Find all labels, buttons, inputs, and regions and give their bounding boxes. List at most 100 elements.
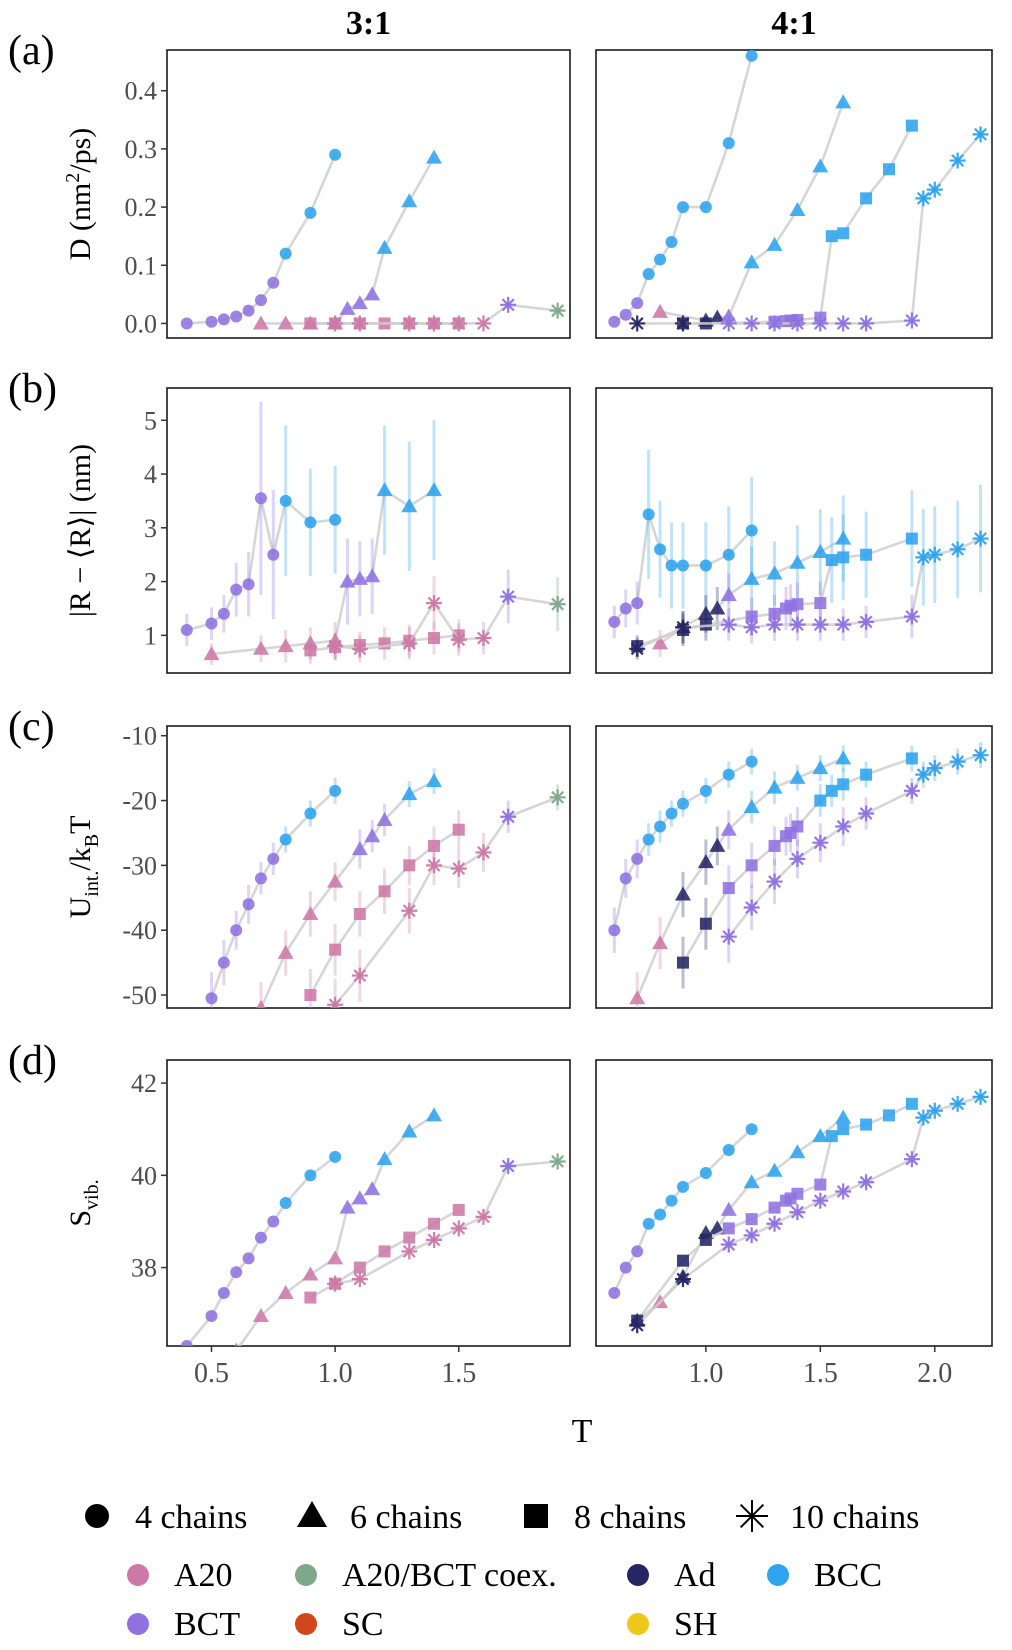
data-point (376, 482, 393, 497)
data-point (789, 1144, 806, 1159)
data-point (674, 315, 691, 332)
data-point-stroke (916, 191, 930, 205)
data-point-stroke (501, 1159, 515, 1173)
data-point (277, 638, 294, 653)
data-point (882, 163, 895, 176)
data-point (697, 605, 714, 620)
series-10-chains (327, 569, 566, 663)
data-point (351, 640, 368, 657)
data-point (835, 530, 852, 545)
data-point (699, 1167, 712, 1180)
data-point (903, 312, 920, 329)
legend-phase-item: A20/BCT coex. (295, 1557, 557, 1594)
data-point (837, 227, 850, 240)
data-point (722, 548, 735, 561)
data-point-stroke (916, 768, 930, 782)
data-point (426, 773, 443, 788)
data-point-stroke (836, 618, 850, 632)
series-6-chains (652, 495, 852, 657)
data-point (699, 784, 712, 797)
data-point (376, 1151, 393, 1166)
y-axis-title-part: B (81, 834, 103, 847)
data-point (475, 844, 492, 861)
data-point (279, 1197, 292, 1209)
data-point (217, 1286, 230, 1299)
y-tick-label: 3 (144, 514, 157, 543)
data-point (426, 149, 443, 164)
data-point (812, 616, 829, 633)
panel-frame (595, 49, 993, 339)
series-10-chains (629, 126, 989, 332)
data-point (267, 1215, 280, 1228)
legend-phase-swatch (295, 1613, 317, 1635)
data-point (791, 598, 804, 611)
data-point (452, 1203, 465, 1216)
legend-phase-item: SC (295, 1606, 384, 1643)
data-point (428, 839, 441, 852)
data-point-stroke (813, 836, 827, 850)
data-point (768, 839, 781, 852)
data-point (252, 315, 269, 330)
legend-phase-item: SH (627, 1606, 717, 1643)
data-point (629, 640, 646, 657)
y-axis-title: Uint./kBT (64, 816, 103, 919)
data-point (903, 1151, 920, 1168)
x-tick-label: 1.5 (441, 1358, 476, 1389)
data-point (860, 192, 873, 205)
data-point-stroke (859, 1175, 873, 1189)
data-point (339, 573, 356, 588)
data-point (720, 928, 737, 945)
data-point-stroke (501, 590, 515, 604)
data-point (267, 548, 280, 561)
data-point (205, 617, 218, 630)
data-point (720, 616, 737, 633)
data-point (252, 640, 269, 655)
column-title-3-1: 3:1 (346, 5, 391, 42)
data-point (327, 996, 344, 1008)
data-point-stroke (477, 845, 490, 859)
series-10-chains (720, 742, 989, 963)
series-4-chains (608, 50, 758, 328)
panel-label: (a) (8, 28, 55, 74)
data-point (835, 616, 852, 633)
series-line (185, 1155, 336, 1346)
data-point (304, 317, 317, 330)
panel-label: (d) (8, 1038, 57, 1084)
data-point (665, 1194, 678, 1207)
data-point (860, 548, 873, 561)
data-point (353, 908, 366, 920)
data-point (642, 833, 655, 846)
data-point (858, 1174, 875, 1191)
data-point-stroke (551, 304, 565, 318)
legend: 4 chains 6 chains 8 chains 10 chains A20 A20/… (85, 1499, 919, 1643)
data-point (722, 1222, 735, 1235)
data-point (791, 1187, 804, 1200)
data-point (329, 943, 342, 956)
series-line (659, 101, 845, 322)
legend-shape-item: 8 chains (524, 1499, 686, 1536)
data-point (619, 1261, 632, 1274)
data-point-stroke (974, 127, 987, 141)
legend-phase-label: SC (342, 1606, 384, 1643)
data-point-stroke (790, 317, 804, 330)
data-point (252, 1308, 269, 1323)
data-point (304, 1169, 317, 1182)
data-point-stroke (452, 633, 466, 647)
data-point (364, 286, 381, 301)
data-point (722, 137, 735, 150)
data-point (789, 850, 806, 867)
data-point (642, 508, 655, 521)
y-tick-label: 40 (131, 1161, 157, 1190)
data-point (180, 623, 193, 636)
data-point (426, 315, 443, 332)
data-point (304, 989, 317, 1002)
data-point (972, 1088, 989, 1105)
data-point-stroke (836, 1185, 850, 1198)
data-point (789, 554, 806, 569)
data-point (837, 778, 850, 791)
data-point (972, 126, 989, 143)
data-point (242, 898, 255, 911)
series-4-chains (608, 748, 758, 953)
data-point (549, 789, 566, 806)
legend-shape-item: 10 chains (736, 1499, 919, 1536)
